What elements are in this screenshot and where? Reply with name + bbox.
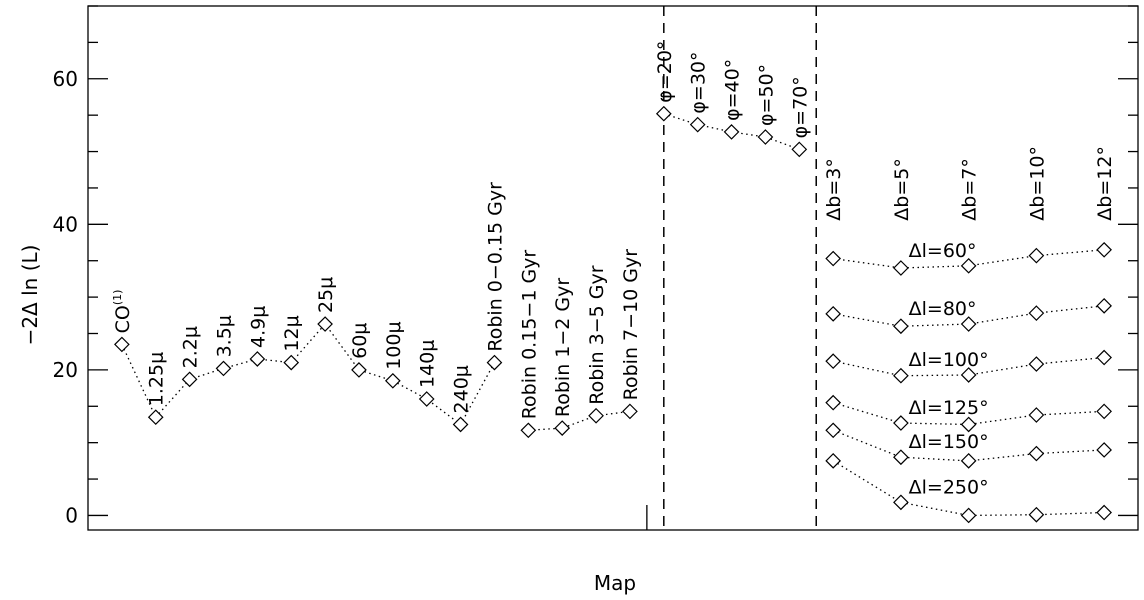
y-tick-label: 0 [65,503,78,527]
y-tick-label: 40 [53,212,78,236]
point-label: 100μ [383,321,405,369]
data-point [622,403,638,420]
data-point [554,420,571,436]
series-label: Δl=80° [909,298,977,320]
data-point [283,354,300,371]
data-point [893,260,909,276]
data-point [418,391,435,407]
point-label: 25μ [315,277,337,313]
column-label: Δb=7° [959,158,981,221]
data-point [723,124,740,140]
data-point [757,129,774,145]
data-point [960,367,977,383]
column-label: Δb=12° [1094,146,1116,221]
data-point [452,416,469,433]
point-label: CO(1) [111,290,134,334]
point-label: Robin 1−2 Gyr [552,278,574,417]
series-line-robin [528,410,631,431]
data-point [960,453,977,469]
data-point [215,360,232,377]
axes: 0 20 40 60 [53,5,1139,531]
data-point [893,449,909,466]
series-label: Δl=60° [909,240,977,262]
data-point [249,351,266,367]
series-label: Δl=125° [909,397,989,419]
data-point [1096,241,1112,258]
point-label: Robin 0.15−1 Gyr [518,250,540,420]
data-point [1096,297,1112,314]
column-label: Δb=10° [1026,146,1048,221]
data-point [1096,504,1112,521]
point-label: 12μ [281,315,303,351]
data-point [689,116,706,133]
data-point [893,494,909,511]
data-point [1028,506,1045,523]
data-point [825,353,842,370]
series-label: Δl=100° [909,349,989,371]
y-tick-label: 20 [53,358,78,382]
data-point [520,422,537,439]
point-label: 4.9μ [247,306,269,348]
data-point [588,407,604,424]
data-point [1096,403,1112,420]
point-label: 60μ [349,323,371,359]
data-point [893,367,909,384]
data-point [655,105,672,122]
point-label: φ=50° [755,64,777,126]
data-point [960,316,977,332]
data-point [825,422,842,439]
data-point [147,409,164,426]
point-label: Robin 3−5 Gyr [586,265,608,404]
data-point [960,257,977,274]
data-point [486,354,503,371]
data-point [384,372,401,389]
data-point [181,371,198,388]
series-label: Δl=150° [909,431,989,453]
series-line-dl [833,356,1105,377]
series-line-maps [121,323,496,426]
plot-frame [87,5,1139,531]
data-point [1028,356,1045,372]
data-point [825,453,842,469]
data-point [1028,445,1045,462]
column-label: Δb=3° [823,158,845,221]
data-point [1096,349,1112,366]
point-label: 240μ [451,365,473,413]
column-label: Δb=5° [891,158,913,221]
x-axis-title: Map [594,571,636,595]
section-dividers [646,6,817,530]
point-labels: CO(1) 1.25μ 2.2μ 3.5μ 4.9μ 12μ 25μ 60μ 100μ 140μ 2… [111,41,1116,499]
data-point [893,318,909,335]
data-point [1028,305,1045,321]
point-label: Robin 0−0.15 Gyr [484,182,506,352]
data-point [1028,247,1045,264]
point-label: Robin 7−10 Gyr [620,249,642,401]
data-point [825,306,842,322]
data-point [1096,442,1112,458]
point-label: 2.2μ [180,326,202,368]
data-point [1028,407,1045,423]
data-point [893,415,909,431]
data-point [791,141,808,158]
data-point [351,362,367,378]
point-label: 3.5μ [213,315,235,357]
y-tick-label: 60 [53,67,78,91]
y-axis-title: −2Δ ln (L) [18,245,42,346]
point-label: φ=70° [789,76,811,138]
point-label: φ=20° [654,41,676,103]
data-point [114,336,130,353]
series-line-dl [833,305,1105,327]
data-point [960,507,977,524]
data-point [317,316,333,332]
data-point [960,416,977,433]
data-point [825,394,842,411]
point-label: φ=40° [722,59,744,121]
data-markers [114,105,1112,524]
series-label: Δl=250° [909,476,989,498]
point-label: φ=30° [688,51,710,113]
point-label: 1.25μ [146,352,168,406]
point-label: 140μ [417,340,439,388]
data-point [825,250,842,267]
